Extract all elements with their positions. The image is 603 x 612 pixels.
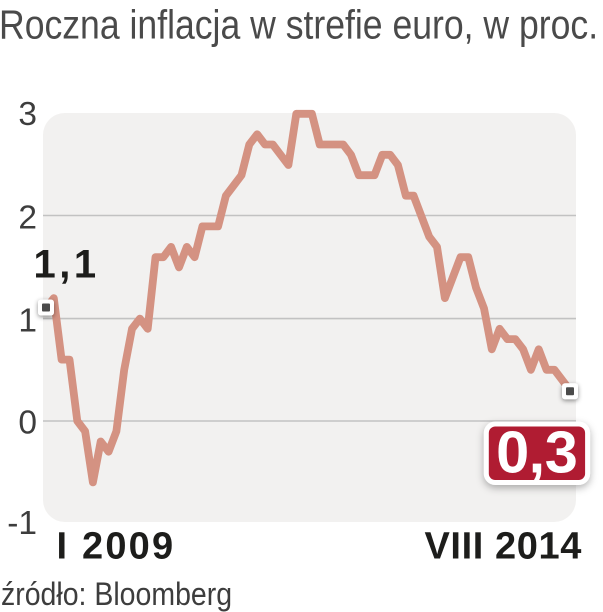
svg-text:VIII 2014: VIII 2014 [424, 526, 582, 568]
svg-text:0: 0 [18, 405, 37, 442]
svg-text:1,1: 1,1 [34, 243, 100, 287]
svg-text:Roczna inflacja w strefie euro: Roczna inflacja w strefie euro, w proc. [0, 2, 598, 48]
svg-text:źródło: Bloomberg: źródło: Bloomberg [1, 578, 232, 612]
svg-text:-1: -1 [7, 505, 37, 542]
svg-text:3: 3 [18, 96, 37, 133]
svg-text:0,3: 0,3 [496, 419, 577, 486]
svg-text:1: 1 [18, 303, 37, 340]
svg-text:I 2009: I 2009 [57, 526, 176, 568]
svg-text:2: 2 [18, 200, 37, 237]
